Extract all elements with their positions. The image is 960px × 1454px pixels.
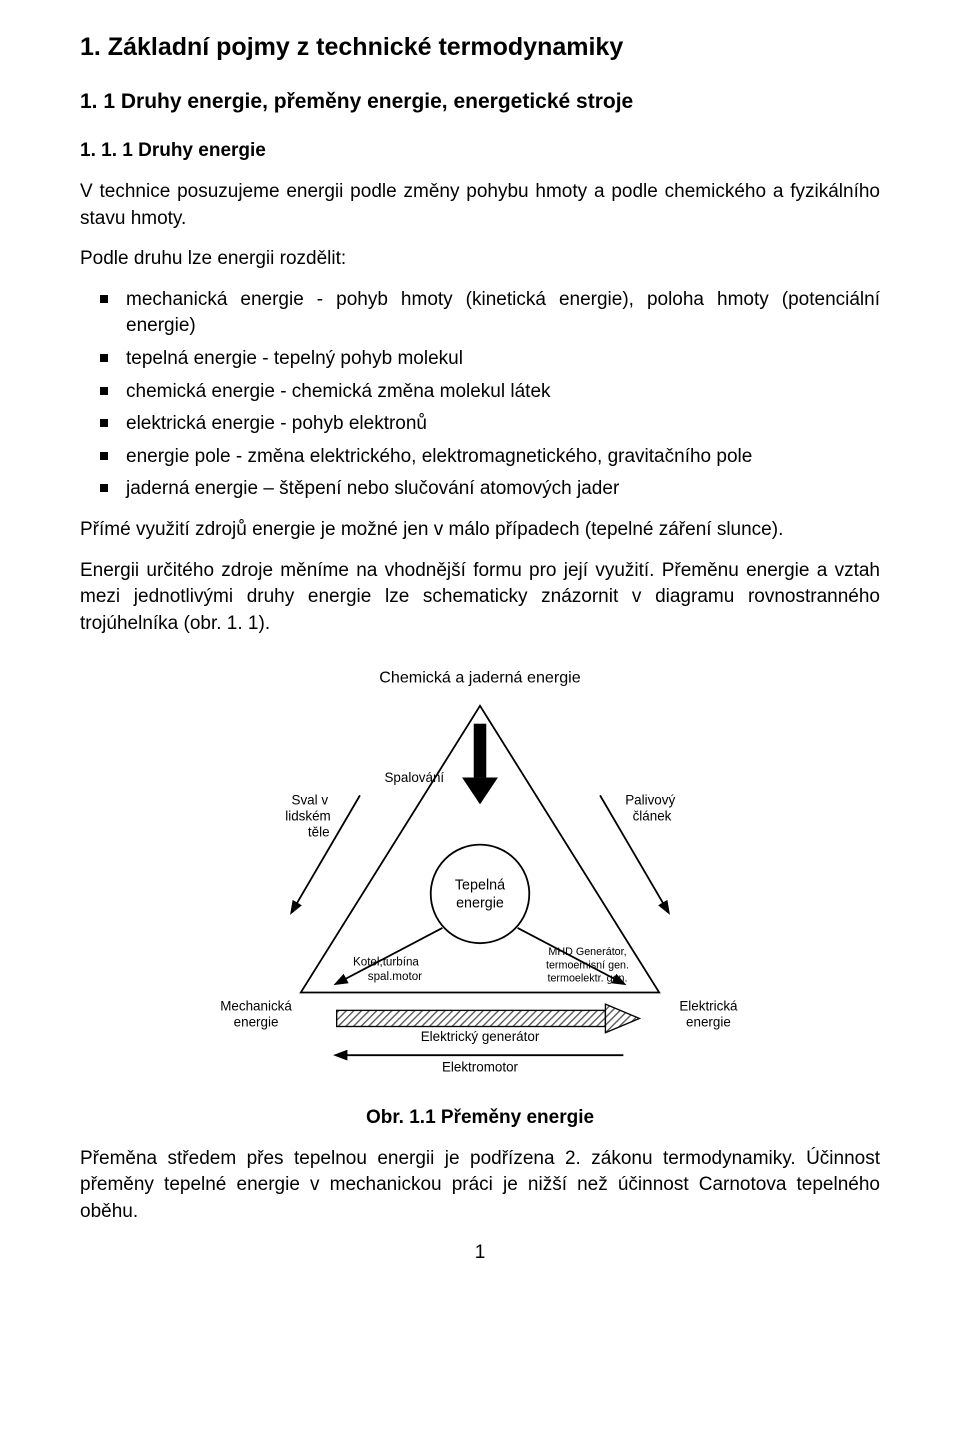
center-circle bbox=[431, 845, 530, 944]
label-in-br-1: MHD Generátor, bbox=[548, 946, 626, 958]
closing-paragraph: Přeměna středem přes tepelnou energii je… bbox=[80, 1146, 880, 1226]
paragraph-triangle: Energii určitého zdroje měníme na vhodně… bbox=[80, 558, 880, 638]
diagram-title-top: Chemická a jaderná energie bbox=[379, 669, 581, 687]
label-elek-gen: Elektrický generátor bbox=[421, 1029, 540, 1044]
label-right-1: Palivový bbox=[625, 793, 675, 808]
label-elektromotor: Elektromotor bbox=[442, 1060, 519, 1075]
corner-br-2: energie bbox=[686, 1015, 731, 1030]
label-left-1: Sval v bbox=[292, 793, 329, 808]
label-in-bl-1: Kotel,turbína bbox=[353, 956, 419, 969]
page: 1. Základní pojmy z technické termodynam… bbox=[0, 0, 960, 1454]
heading-3: 1. 1. 1 Druhy energie bbox=[80, 138, 880, 165]
paragraph-lead: Podle druhu lze energii rozdělit: bbox=[80, 246, 880, 273]
hatched-arrow-head bbox=[605, 1004, 639, 1033]
paragraph-intro: V technice posuzujeme energii podle změn… bbox=[80, 179, 880, 232]
center-label-2: energie bbox=[456, 896, 504, 912]
label-in-br-3: termoelektr. gen. bbox=[547, 973, 627, 985]
label-spalovani: Spalování bbox=[384, 770, 444, 785]
list-item: mechanická energie - pohyb hmoty (kineti… bbox=[126, 287, 880, 340]
label-in-bl-2: spal.motor bbox=[368, 970, 422, 983]
heading-2: 1. 1 Druhy energie, přeměny energie, ene… bbox=[80, 87, 880, 116]
center-label-1: Tepelná bbox=[455, 878, 505, 894]
paragraph-usage: Přímé využití zdrojů energie je možné je… bbox=[80, 517, 880, 544]
label-in-br-2: termoemisní gen. bbox=[546, 960, 629, 972]
corner-bl-2: energie bbox=[234, 1015, 279, 1030]
list-item: energie pole - změna elektrického, elekt… bbox=[126, 444, 880, 471]
energy-types-list: mechanická energie - pohyb hmoty (kineti… bbox=[80, 287, 880, 503]
corner-bl-1: Mechanická bbox=[220, 999, 292, 1014]
triangle-svg: Chemická a jaderná energie Sval v lidské… bbox=[190, 661, 770, 1091]
corner-br-1: Elektrická bbox=[679, 999, 738, 1014]
spalovani-arrow-shaft bbox=[474, 724, 487, 778]
page-number: 1 bbox=[80, 1240, 880, 1267]
heading-1: 1. Základní pojmy z technické termodynam… bbox=[80, 30, 880, 65]
list-item: jaderná energie – štěpení nebo slučování… bbox=[126, 476, 880, 503]
figure-caption: Obr. 1.1 Přeměny energie bbox=[80, 1105, 880, 1132]
list-item: elektrická energie - pohyb elektronů bbox=[126, 411, 880, 438]
energy-triangle-diagram: Chemická a jaderná energie Sval v lidské… bbox=[80, 661, 880, 1091]
list-item: tepelná energie - tepelný pohyb molekul bbox=[126, 346, 880, 373]
label-left-3: těle bbox=[308, 825, 330, 840]
label-right-2: článek bbox=[633, 809, 672, 824]
list-item: chemická energie - chemická změna moleku… bbox=[126, 379, 880, 406]
hatched-arrow-body bbox=[337, 1011, 606, 1027]
spalovani-arrow-head bbox=[462, 778, 498, 805]
label-left-2: lidském bbox=[285, 809, 331, 824]
